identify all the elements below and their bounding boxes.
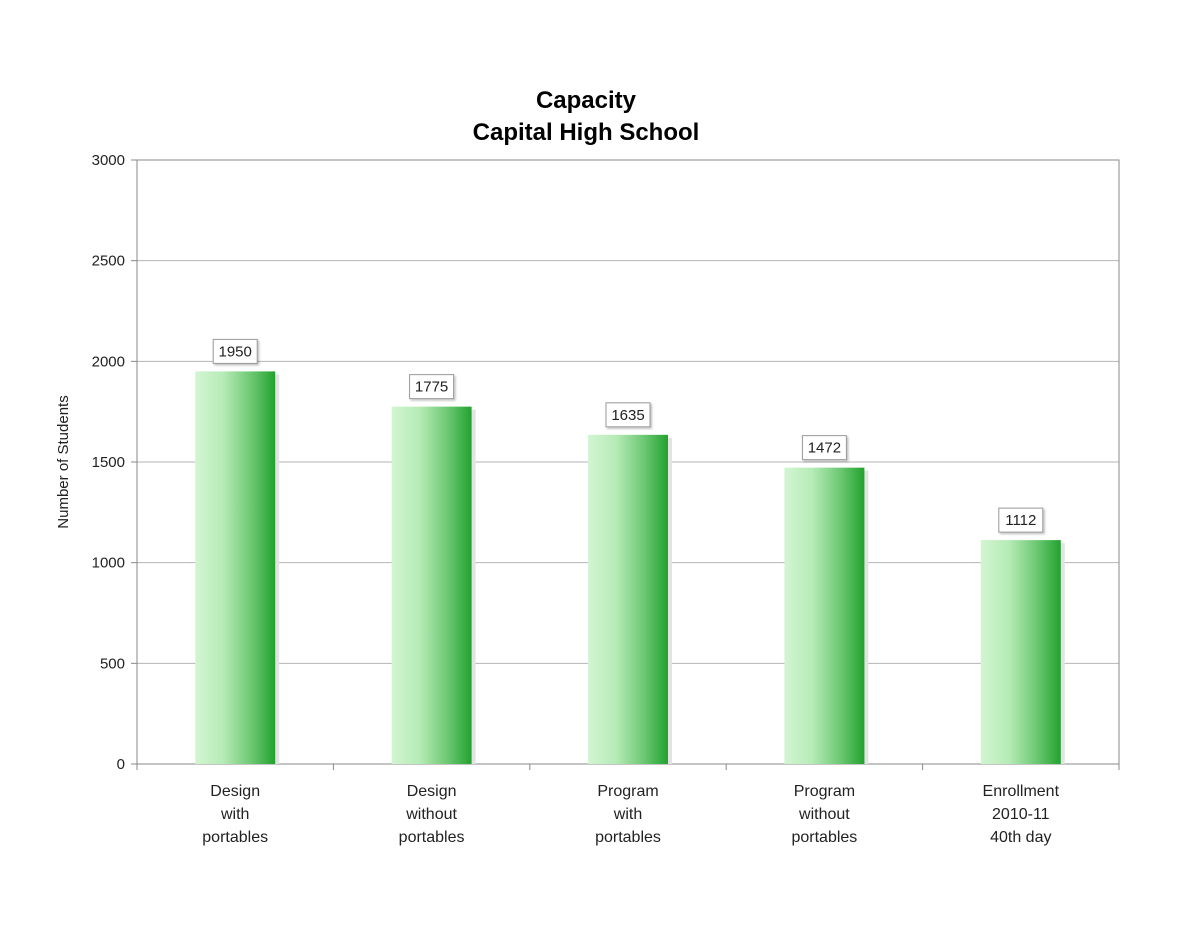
chart-title-line-1: Capacity [536,87,637,114]
x-tick-label-line: 40th day [990,829,1051,846]
y-axis: 0 500 1000 1500 2000 2500 3000 [92,152,137,773]
bar [784,467,865,764]
data-label-text: 1112 [1005,512,1036,529]
y-axis-title: Number of Students [55,395,72,528]
chart-title: Capacity Capital High School [473,87,700,146]
bar [980,540,1061,764]
data-label-text: 1472 [808,440,841,457]
data-label: 1775 [409,374,455,400]
x-tick-label-line: Design [407,783,457,800]
x-tick-label-line: portables [791,829,857,846]
x-tick-label-line: Design [210,783,260,800]
data-label: 1635 [605,402,651,428]
data-label-text: 1635 [611,407,644,424]
x-tick-label-line: without [798,806,850,823]
y-tick-label: 1000 [92,555,125,572]
y-tick-label: 500 [100,655,125,672]
x-tick-label: Program with portables [595,783,661,846]
x-tick-label-line: Enrollment [983,783,1060,800]
data-label-box [605,402,651,428]
x-tick-label: Design with portables [202,783,268,846]
data-label-box [212,338,258,364]
y-tick-label: 0 [117,756,125,773]
x-tick-label-line: 2010-11 [992,806,1050,823]
x-axis: Design with portables Design without portable… [136,764,1120,846]
data-label: 1112 [998,507,1044,533]
x-tick-label: Program without portables [791,783,857,846]
x-tick-label-line: portables [399,829,465,846]
y-tick-label: 2000 [92,353,125,370]
data-label: 1472 [801,435,847,461]
data-label-box [409,374,455,400]
x-tick-label-line: portables [595,829,661,846]
data-label-box [998,507,1044,533]
bar [195,371,276,764]
x-tick-label: Design without portables [399,783,465,846]
x-tick-label: Enrollment 2010-11 40th day [983,783,1060,846]
x-tick-label-line: with [220,806,249,823]
data-label-text: 1775 [415,379,448,396]
y-tick-label: 2500 [92,253,125,270]
data-label-box [801,435,847,461]
y-tick-label: 3000 [92,152,125,169]
bar [391,406,472,764]
data-label: 1950 [212,338,258,364]
chart-title-line-2: Capital High School [473,119,700,146]
x-tick-label-line: with [613,806,642,823]
x-tick-label-line: Program [794,783,855,800]
data-labels: 1950 1775 1635 1472 1112 [212,338,1044,533]
x-tick-label-line: portables [202,829,268,846]
x-tick-label-line: Program [597,783,658,800]
y-tick-label: 1500 [92,454,125,471]
bars [195,371,1065,764]
data-label-text: 1950 [219,343,252,360]
bar [588,434,668,764]
x-tick-label-line: without [405,806,457,823]
